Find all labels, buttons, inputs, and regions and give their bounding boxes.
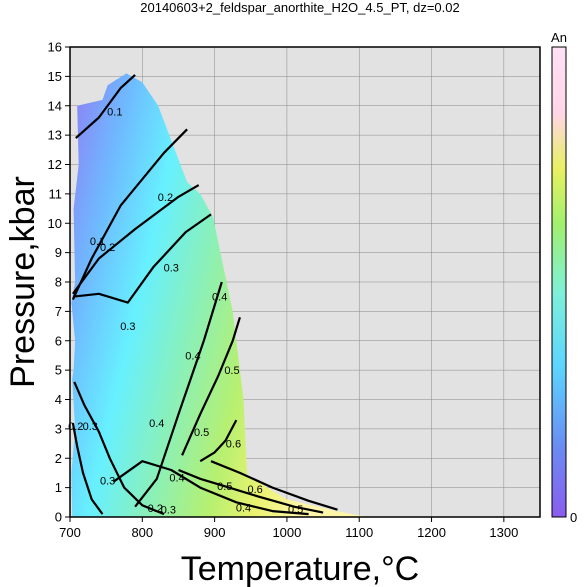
contour-line	[72, 184, 200, 295]
contour-line	[134, 281, 223, 508]
contour-label: 0.1	[90, 236, 105, 248]
x-axis-label: Temperature,°C	[181, 550, 419, 587]
x-tick-label: 800	[131, 525, 153, 540]
contour-label: 0.1	[107, 107, 122, 119]
x-tick-label: 1300	[489, 525, 518, 540]
contour-label: 0.2	[158, 192, 173, 204]
y-tick-label: 12	[48, 157, 62, 172]
contour-label: 0.2	[68, 421, 83, 433]
y-tick-label: 10	[48, 216, 62, 231]
y-tick-label: 1	[55, 480, 62, 495]
contour-label: 0.2	[148, 503, 163, 515]
contour-label: 0.5	[194, 427, 209, 439]
contour-label: 0.4	[236, 503, 251, 515]
y-tick-label: 2	[55, 451, 62, 466]
contour-line	[72, 213, 212, 304]
x-tick-label: 1200	[417, 525, 446, 540]
contour-label: 0.4	[212, 292, 227, 304]
x-axis-ticks: 700 800 900 1000 1100 1200 1300	[59, 517, 518, 540]
contour-label: 0.3	[83, 421, 98, 433]
contour-label: 0.4	[185, 350, 200, 362]
contour-line	[210, 460, 338, 511]
contour-line	[178, 468, 324, 514]
y-tick-label: 14	[48, 98, 62, 113]
contour-line	[71, 128, 188, 301]
y-tick-label: 6	[55, 333, 62, 348]
x-tick-label: 900	[204, 525, 226, 540]
contour-line	[73, 381, 165, 516]
y-tick-label: 15	[48, 69, 62, 84]
contour-line	[75, 74, 136, 139]
y-tick-label: 13	[48, 128, 62, 143]
y-tick-label: 9	[55, 245, 62, 260]
contour-label: 0.5	[224, 365, 239, 377]
y-tick-label: 3	[55, 421, 62, 436]
contour-label: 0.6	[247, 484, 262, 496]
contour-label: 0.5	[217, 481, 232, 493]
contour-label: 0.3	[164, 262, 179, 274]
contour-label: 0.4	[149, 418, 164, 430]
y-tick-label: 16	[48, 40, 62, 55]
contour-label: 0.6	[226, 439, 241, 451]
x-tick-label: 1000	[272, 525, 301, 540]
contour-label: 0.3	[120, 321, 135, 333]
contour-label: 0.3	[161, 505, 176, 517]
colorbar-min-label: 0	[570, 510, 577, 525]
contour-lines	[71, 74, 338, 516]
y-tick-label: 7	[55, 304, 62, 319]
contour-line	[71, 422, 104, 515]
contour-label: 0.3	[100, 475, 115, 487]
y-tick-label: 5	[55, 363, 62, 378]
y-tick-label: 11	[49, 186, 63, 201]
contour-labels: 0.10.20.10.20.30.30.40.40.50.40.50.60.40…	[68, 107, 303, 517]
contour-line	[199, 419, 238, 463]
y-tick-label: 8	[55, 275, 62, 290]
contour-label: 0.4	[169, 472, 184, 484]
x-tick-label: 700	[59, 525, 81, 540]
field-fill	[71, 73, 367, 517]
contour-line	[112, 460, 309, 516]
contour-label: 0.2	[100, 242, 115, 254]
colorbar-title: An	[551, 30, 567, 45]
y-axis-label: Pressure,kbar	[4, 176, 42, 388]
stability-field	[71, 73, 367, 517]
colorbar	[551, 46, 567, 518]
chart-title: 20140603+2_feldspar_anorthite_H2O_4.5_PT…	[140, 0, 459, 15]
y-tick-label: 4	[55, 392, 62, 407]
y-tick-label: 0	[55, 510, 62, 525]
contour-label: 0.5	[288, 504, 303, 516]
contour-line	[181, 316, 241, 456]
x-tick-label: 1100	[345, 525, 373, 540]
